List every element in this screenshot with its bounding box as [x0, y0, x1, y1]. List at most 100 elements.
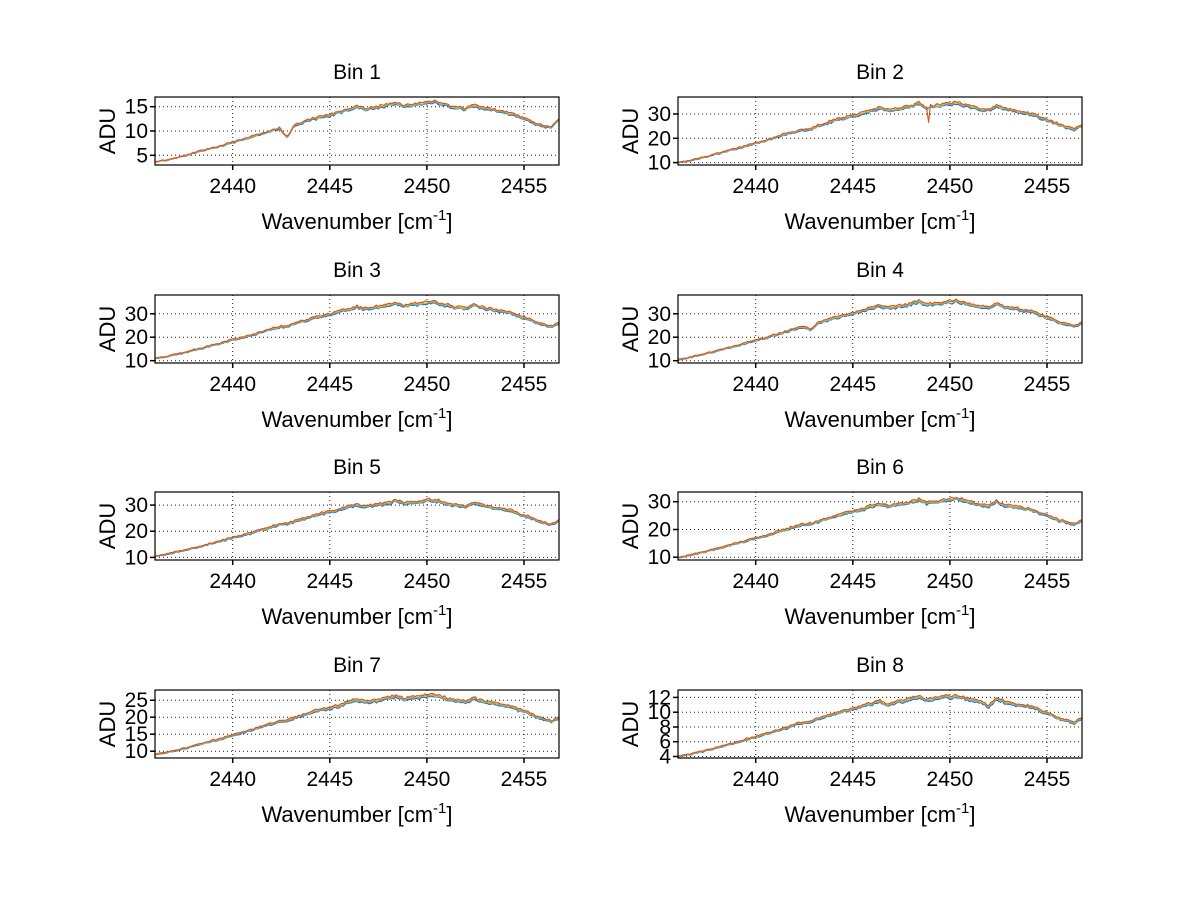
- x-tick-label: 2450: [927, 570, 974, 593]
- y-axis-label: ADU: [95, 306, 120, 352]
- x-axis-label: Wavenumber [cm-1]: [784, 602, 975, 629]
- subplot-title: Bin 3: [333, 259, 381, 282]
- x-tick-label: 2450: [404, 768, 451, 791]
- x-tick-label: 2455: [1024, 373, 1071, 396]
- y-tick-label: 5: [136, 144, 148, 167]
- x-tick-label: 2440: [732, 373, 779, 396]
- y-tick-label: 10: [125, 120, 148, 143]
- x-tick-label: 2440: [209, 768, 256, 791]
- y-axis-label: ADU: [618, 108, 643, 154]
- x-tick-label: 2445: [306, 768, 353, 791]
- trace-2: [154, 694, 560, 756]
- y-axis-label: ADU: [95, 108, 120, 154]
- y-tick-label: 15: [125, 96, 148, 119]
- x-tick-label: 2440: [732, 175, 779, 198]
- y-tick-label: 6: [659, 731, 671, 754]
- x-tick-label: 2450: [404, 373, 451, 396]
- trace-3: [154, 300, 560, 360]
- subplot-bin-6: 2440 2445 2450 2455 10 20 30 Bin 6 ADU Wavenumber…: [618, 456, 1083, 629]
- y-tick-label: 20: [648, 127, 671, 150]
- x-tick-label: 2455: [1024, 768, 1071, 791]
- x-axis-label: Wavenumber [cm-1]: [261, 405, 452, 432]
- trace-4: [677, 496, 1083, 558]
- y-tick-label: 10: [648, 701, 671, 724]
- x-tick-label: 2455: [501, 570, 548, 593]
- y-tick-label: 10: [648, 350, 671, 373]
- x-axis-label: Wavenumber [cm-1]: [261, 602, 452, 629]
- x-axis-label: Wavenumber [cm-1]: [784, 207, 975, 234]
- y-tick-label: 15: [125, 723, 148, 746]
- y-axis-label: ADU: [618, 701, 643, 747]
- trace-4: [677, 100, 1083, 164]
- axes-box: [154, 96, 560, 166]
- subplot-title: Bin 4: [856, 259, 904, 282]
- trace-4: [154, 299, 560, 359]
- y-tick-label: 10: [125, 350, 148, 373]
- y-tick-label: 30: [125, 494, 148, 517]
- x-tick-label: 2450: [927, 175, 974, 198]
- axes-box: [154, 491, 560, 561]
- subplot-title: Bin 2: [856, 61, 904, 84]
- trace-3: [154, 499, 560, 557]
- x-tick-label: 2445: [829, 570, 876, 593]
- y-tick-label: 20: [125, 520, 148, 543]
- subplot-title: Bin 5: [333, 456, 381, 479]
- axes-box: [677, 294, 1083, 364]
- y-tick-label: 25: [125, 689, 148, 712]
- x-tick-label: 2450: [927, 768, 974, 791]
- y-tick-label: 4: [659, 746, 671, 769]
- trace-2: [677, 498, 1083, 559]
- x-axis-label: Wavenumber [cm-1]: [784, 800, 975, 827]
- axes-box: [677, 689, 1083, 759]
- y-tick-label: 20: [648, 519, 671, 542]
- axes-box: [677, 96, 1083, 166]
- x-tick-label: 2455: [501, 373, 548, 396]
- x-tick-label: 2450: [404, 175, 451, 198]
- trace-4: [677, 693, 1083, 757]
- subplot-title: Bin 6: [856, 456, 904, 479]
- subplot-title: Bin 8: [856, 654, 904, 677]
- y-axis-label: ADU: [95, 503, 120, 549]
- x-tick-label: 2445: [829, 373, 876, 396]
- y-tick-label: 30: [648, 103, 671, 126]
- trace-1: [154, 696, 560, 756]
- x-tick-label: 2450: [927, 373, 974, 396]
- x-tick-label: 2455: [1024, 570, 1071, 593]
- axes-box: [154, 689, 560, 759]
- subplot-title: Bin 1: [333, 61, 381, 84]
- x-tick-label: 2445: [306, 175, 353, 198]
- x-tick-label: 2445: [829, 175, 876, 198]
- trace-4: [154, 99, 560, 163]
- subplot-bin-5: 2440 2445 2450 2455 10 20 30 Bin 5 ADU Wavenumber…: [95, 456, 560, 629]
- x-tick-label: 2440: [732, 570, 779, 593]
- y-tick-label: 30: [125, 303, 148, 326]
- trace-1: [677, 300, 1083, 361]
- trace-4: [154, 497, 560, 557]
- y-tick-label: 10: [125, 546, 148, 569]
- trace-3: [154, 693, 560, 755]
- y-tick-label: 20: [125, 706, 148, 729]
- y-tick-label: 20: [648, 326, 671, 349]
- trace-4: [154, 692, 560, 755]
- y-tick-label: 20: [125, 326, 148, 349]
- axes-box: [677, 491, 1083, 561]
- x-tick-label: 2440: [732, 768, 779, 791]
- y-tick-label: 10: [648, 152, 671, 175]
- x-tick-label: 2440: [209, 373, 256, 396]
- x-tick-label: 2445: [306, 373, 353, 396]
- y-axis-label: ADU: [618, 503, 643, 549]
- x-tick-label: 2455: [1024, 175, 1071, 198]
- trace-4: [678, 298, 1083, 360]
- x-tick-label: 2455: [501, 768, 548, 791]
- subplot-title: Bin 7: [333, 654, 381, 677]
- y-axis-label: ADU: [95, 701, 120, 747]
- y-tick-label: 30: [648, 491, 671, 514]
- trace-3: [677, 299, 1083, 360]
- x-tick-label: 2440: [209, 570, 256, 593]
